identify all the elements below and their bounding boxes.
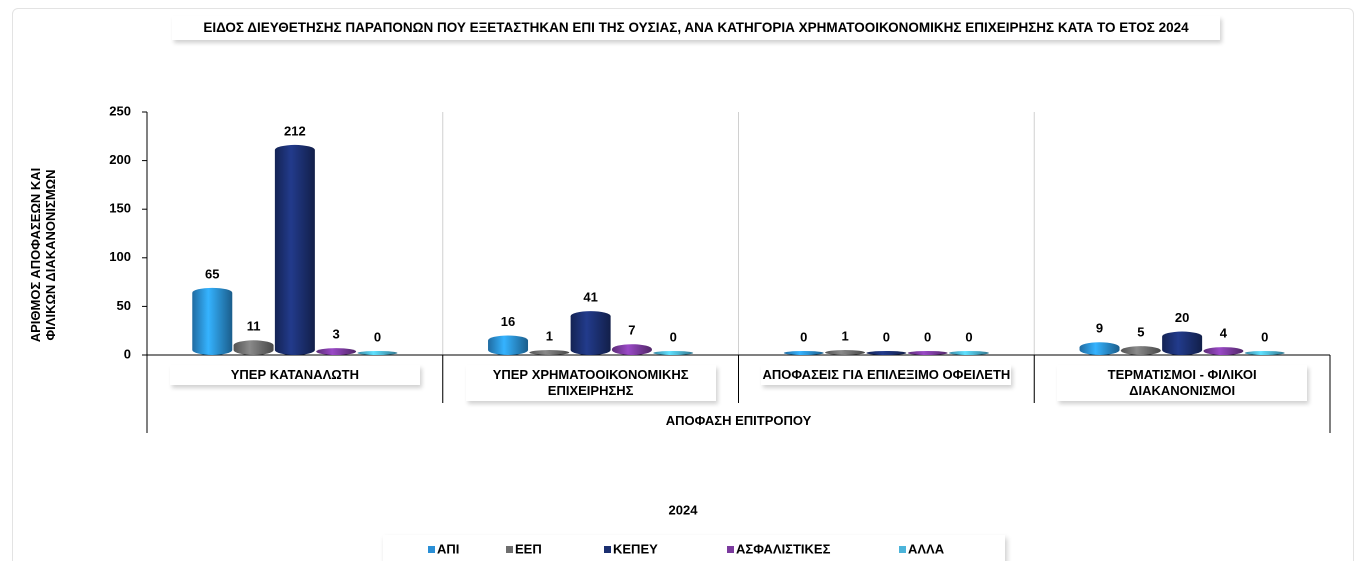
card	[12, 8, 1354, 561]
x-tick-label: ΑΠΟΦΑΣΕΙΣ ΓΙΑ ΕΠΙΛΕΞΙΜΟ ΟΦΕΙΛΕΤΗ	[761, 365, 1012, 385]
legend-box	[383, 535, 1005, 561]
y-axis-label: ΑΡΙΘΜΟΣ ΑΠΟΦΑΣΕΩΝ ΚΑΙ ΦΙΛΙΚΩΝ ΔΙΑΚΑΝΟΝΙΣ…	[28, 140, 58, 370]
x-group-label: ΑΠΟΦΑΣΗ ΕΠΙΤΡΟΠΟΥ	[665, 413, 812, 428]
x-tick-label: ΥΠΕΡ ΚΑΤΑΝΑΛΩΤΗ	[169, 365, 420, 385]
x-tick-label: ΥΠΕΡ ΧΡΗΜΑΤΟΟΙΚΟΝΟΜΙΚΗΣ ΕΠΙΧΕΙΡΗΣΗΣ	[465, 365, 716, 401]
chart-title: ΕΙΔΟΣ ΔΙΕΥΘΕΤΗΣΗΣ ΠΑΡΑΠΟΝΩΝ ΠΟΥ ΕΞΕΤΑΣΤΗ…	[172, 16, 1220, 40]
x-tick-label: ΤΕΡΜΑΤΙΣΜΟΙ - ΦΙΛΙΚΟΙ ΔΙΑΚΑΝΟΝΙΣΜΟΙ	[1057, 365, 1308, 401]
